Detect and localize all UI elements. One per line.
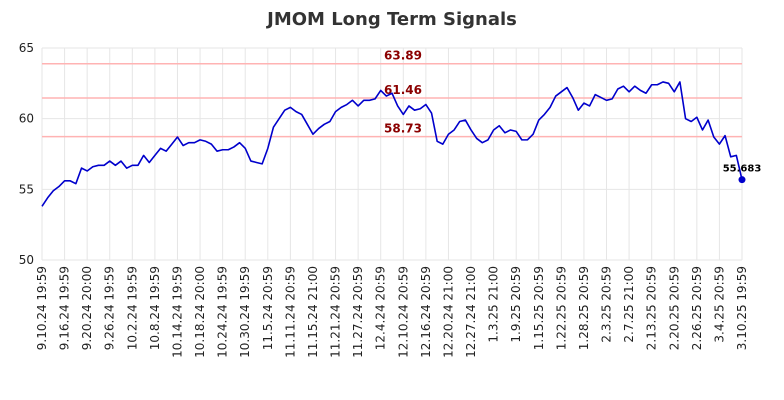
x-tick-label: 11.5.24 20:59 — [261, 266, 275, 350]
x-tick-label: 1.9.25 20:59 — [509, 266, 523, 343]
x-tick-label: 11.15.24 21:00 — [306, 266, 320, 358]
level-label: 63.89 — [384, 49, 422, 63]
x-tick-label: 10.14.24 19:59 — [170, 266, 184, 358]
x-tick-label: 12.10.24 20:59 — [396, 266, 410, 358]
last-point-marker — [738, 176, 746, 184]
x-tick-label: 1.3.25 21:00 — [487, 266, 501, 343]
x-tick-label: 9.20.24 20:00 — [80, 266, 94, 350]
chart-title: JMOM Long Term Signals — [265, 9, 517, 30]
y-tick-label: 50 — [19, 253, 34, 267]
x-tick-label: 10.2.24 19:59 — [125, 266, 139, 350]
x-tick-label: 1.28.25 20:59 — [577, 266, 591, 350]
x-tick-label: 9.26.24 19:59 — [103, 266, 117, 350]
level-label: 58.73 — [384, 122, 422, 136]
x-tick-label: 10.30.24 19:59 — [238, 266, 252, 358]
x-tick-label: 9.10.24 19:59 — [35, 266, 49, 350]
x-tick-label: 2.26.25 20:59 — [690, 266, 704, 350]
x-tick-label: 12.16.24 20:59 — [419, 266, 433, 358]
x-tick-label: 1.22.25 20:59 — [554, 266, 568, 350]
x-tick-label: 2.20.25 20:59 — [667, 266, 681, 350]
x-tick-label: 11.21.24 20:59 — [329, 266, 343, 358]
x-tick-label: 10.18.24 20:00 — [193, 266, 207, 358]
x-tick-label: 3.4.25 20:59 — [712, 266, 726, 343]
x-tick-label: 2.13.25 20:59 — [645, 266, 659, 350]
series: 55.683 — [41, 81, 762, 207]
x-tick-label: 9.16.24 19:59 — [58, 266, 72, 350]
level-label: 61.46 — [384, 83, 422, 97]
x-tick-label: 3.10.25 19:59 — [735, 266, 749, 350]
x-tick-label: 11.11.24 20:59 — [283, 266, 297, 358]
grid — [41, 47, 743, 261]
x-tick-label: 10.8.24 19:59 — [148, 266, 162, 350]
signal-levels: 63.89 61.46 58.73 — [42, 49, 742, 138]
x-tick-label: 12.20.24 21:00 — [441, 266, 455, 358]
y-tick-label: 55 — [19, 182, 34, 196]
last-value-label: 55.683 — [723, 164, 762, 175]
y-tick-label: 60 — [19, 112, 34, 126]
x-tick-label: 1.15.25 20:59 — [532, 266, 546, 350]
axes: 50 55 60 65 9.10.24 19:59 9.16.24 19:59 9.20.2… — [19, 41, 749, 358]
x-tick-label: 2.3.25 20:59 — [600, 266, 614, 343]
x-tick-label: 12.4.24 20:59 — [374, 266, 388, 350]
x-tick-label: 10.24.24 19:59 — [216, 266, 230, 358]
y-tick-label: 65 — [19, 41, 34, 55]
x-tick-label: 12.27.24 21:00 — [464, 266, 478, 358]
x-tick-label: 11.27.24 20:59 — [351, 266, 365, 358]
x-tick-label: 2.7.25 21:00 — [622, 266, 636, 343]
price-line — [41, 81, 743, 207]
